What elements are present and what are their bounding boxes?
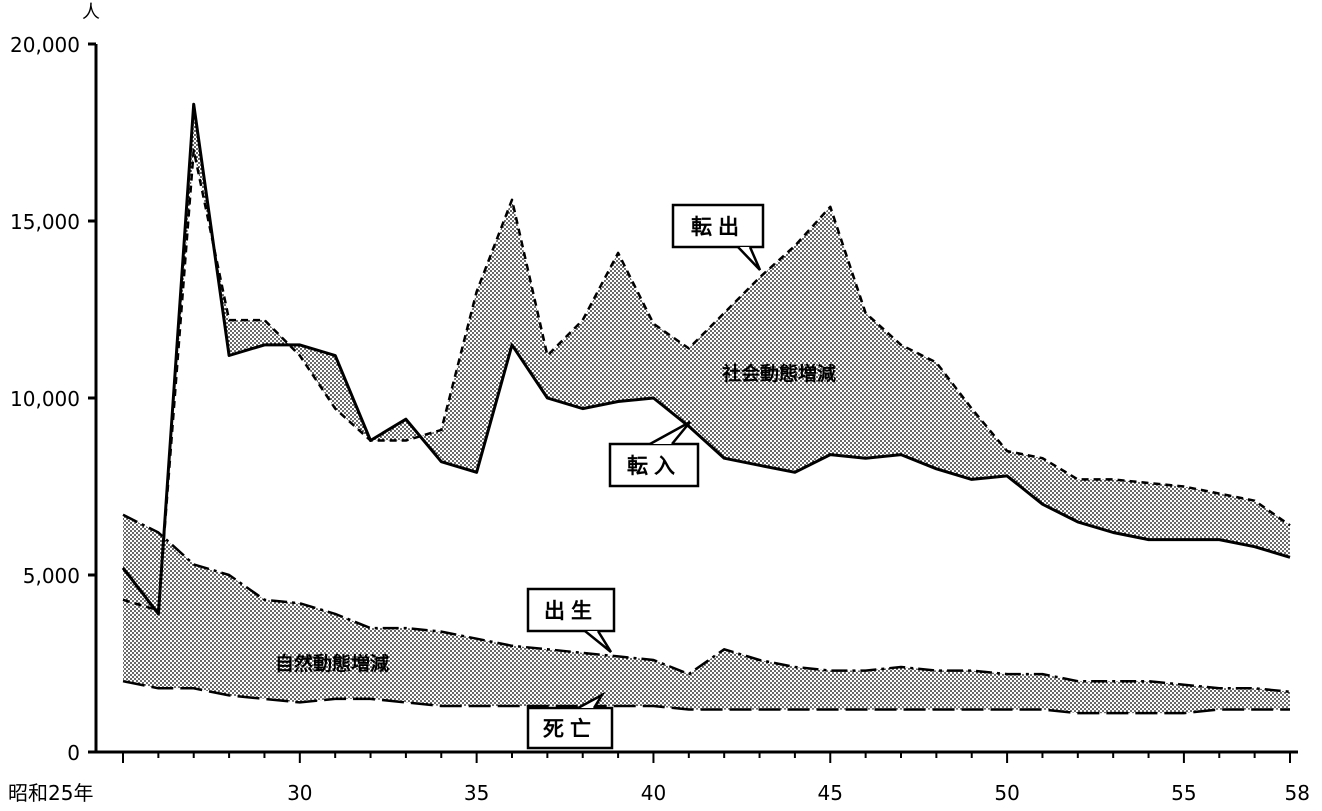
- y-tick-label: 0: [67, 741, 80, 765]
- series-line-2: [122, 513, 1291, 694]
- y-tick-label: 20,000: [10, 33, 80, 57]
- series-lines: [121, 102, 1291, 715]
- x-tick-label: 58: [1285, 781, 1310, 805]
- callout-shussei-text: 出生: [544, 599, 598, 623]
- x-tick-label: 50: [994, 781, 1019, 805]
- y-tick-label: 5,000: [23, 564, 80, 588]
- area-label-social: 社会動態増減: [721, 362, 836, 385]
- callout-tenshutsu-text: 転出: [691, 215, 745, 239]
- x-tick-label: 40: [641, 781, 666, 805]
- x-tick-label: 35: [464, 781, 489, 805]
- x-tick-label: 45: [818, 781, 843, 805]
- series-line-3: [122, 679, 1290, 715]
- y-unit-label: 人: [82, 2, 100, 23]
- series-line-0: [121, 102, 1291, 616]
- x-tick-label: 昭和25年: [8, 781, 93, 805]
- series-line-1: [122, 148, 1291, 612]
- area-label-natural: 自然動態増減: [275, 652, 389, 675]
- y-tick-label: 15,000: [10, 210, 80, 234]
- shaded-area-1: [123, 514, 1290, 714]
- callout-tennyu: 転入: [608, 420, 700, 488]
- callout-shibou: 死亡: [526, 691, 614, 750]
- axis-ticks: 0 5,000 10,000 15,000 20,000 昭和25年 30 35 40 45 50 5…: [8, 33, 1310, 805]
- callout-shussei: 出生: [526, 587, 616, 653]
- callout-tenshutsu: 転出: [671, 203, 765, 271]
- shaded-area-0: [123, 104, 1290, 614]
- x-tick-label: 55: [1171, 781, 1196, 805]
- x-tick-label: 30: [287, 781, 312, 805]
- y-tick-label: 10,000: [10, 387, 80, 411]
- shaded-areas: [123, 104, 1290, 714]
- callout-tennyu-text: 転入: [627, 454, 681, 478]
- callout-shibou-text: 死亡: [543, 717, 597, 741]
